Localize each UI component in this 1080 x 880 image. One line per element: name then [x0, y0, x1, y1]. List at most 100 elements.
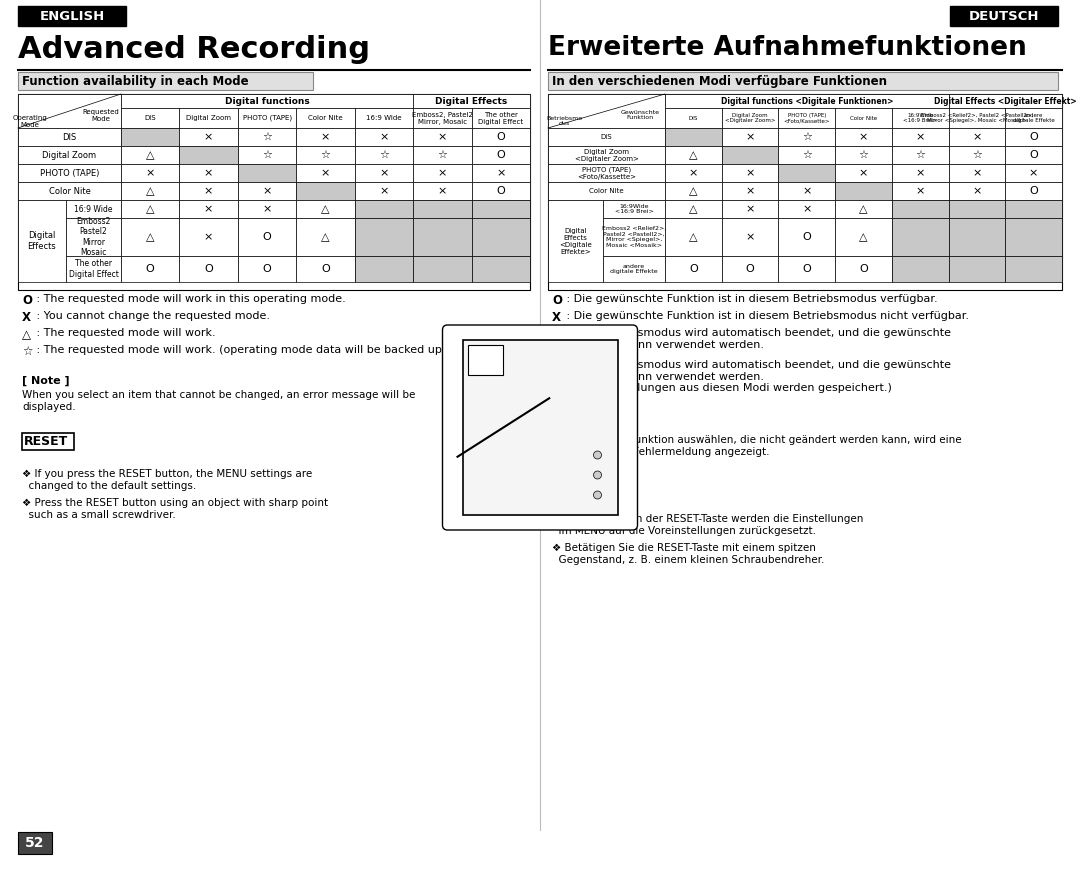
- Bar: [835, 200, 892, 218]
- Bar: [18, 832, 52, 854]
- Text: [ Hinweis ]: [ Hinweis ]: [552, 421, 619, 431]
- Text: ×: ×: [745, 168, 755, 178]
- Text: ×: ×: [972, 132, 982, 142]
- Text: DIS: DIS: [600, 134, 612, 140]
- Bar: [548, 182, 665, 200]
- Text: ❖ If you press the RESET button, the MENU settings are
  changed to the default : ❖ If you press the RESET button, the MEN…: [22, 469, 312, 491]
- Bar: [18, 94, 121, 128]
- Text: PHOTO (TAPE)
<Foto/Kassette>: PHOTO (TAPE) <Foto/Kassette>: [577, 166, 636, 180]
- Bar: [238, 256, 296, 282]
- Bar: [721, 256, 779, 282]
- Bar: [66, 218, 121, 256]
- Bar: [472, 128, 530, 146]
- Bar: [548, 128, 665, 146]
- Text: ×: ×: [379, 168, 389, 178]
- Bar: [179, 256, 238, 282]
- Text: ☆: ☆: [437, 150, 447, 160]
- Text: ×: ×: [745, 186, 755, 196]
- Text: O: O: [689, 264, 698, 274]
- Bar: [1005, 200, 1062, 218]
- Bar: [414, 218, 472, 256]
- Text: ×: ×: [204, 232, 214, 242]
- Bar: [779, 146, 835, 164]
- Text: Color Nite: Color Nite: [308, 115, 342, 121]
- Text: O: O: [497, 186, 505, 196]
- Text: ☆: ☆: [379, 150, 389, 160]
- Text: : The requested mode will work in this operating mode.: : The requested mode will work in this o…: [33, 294, 346, 304]
- Text: O: O: [22, 294, 32, 307]
- Text: When you select an item that cannot be changed, an error message will be
display: When you select an item that cannot be c…: [22, 390, 416, 412]
- Bar: [121, 164, 179, 182]
- Bar: [779, 256, 835, 282]
- Text: △: △: [22, 328, 31, 341]
- Bar: [548, 94, 1062, 290]
- Text: andere
digitale Effekte: andere digitale Effekte: [610, 264, 658, 275]
- Text: ☆: ☆: [262, 150, 272, 160]
- Text: ❖ Betätigen Sie die RESET-Taste mit einem spitzen
  Gegenstand, z. B. einem klei: ❖ Betätigen Sie die RESET-Taste mit eine…: [552, 543, 824, 565]
- Text: Digital Zoom: Digital Zoom: [42, 150, 96, 159]
- Bar: [179, 128, 238, 146]
- Bar: [948, 218, 1005, 256]
- Bar: [414, 256, 472, 282]
- Bar: [18, 164, 121, 182]
- Bar: [179, 218, 238, 256]
- Text: ×: ×: [437, 186, 447, 196]
- Text: ×: ×: [859, 168, 868, 178]
- Bar: [296, 200, 354, 218]
- Text: PHOTO (TAPE): PHOTO (TAPE): [243, 114, 292, 121]
- Text: RESET: RESET: [24, 435, 68, 448]
- Bar: [721, 218, 779, 256]
- Text: ×: ×: [745, 204, 755, 214]
- Text: ×: ×: [204, 168, 214, 178]
- Text: ×: ×: [496, 168, 505, 178]
- Text: Requested
Mode: Requested Mode: [83, 108, 120, 121]
- Bar: [354, 182, 414, 200]
- Bar: [18, 72, 313, 90]
- Bar: [665, 94, 948, 108]
- Text: ENGLISH: ENGLISH: [39, 10, 105, 23]
- Bar: [472, 200, 530, 218]
- Text: O: O: [745, 264, 755, 274]
- Bar: [462, 340, 618, 515]
- Bar: [354, 164, 414, 182]
- Bar: [121, 128, 179, 146]
- Text: 16:9 Wide: 16:9 Wide: [366, 115, 402, 121]
- Bar: [892, 108, 948, 128]
- Text: O: O: [321, 264, 329, 274]
- Bar: [1005, 146, 1062, 164]
- Text: ☆: ☆: [801, 132, 812, 142]
- Bar: [179, 182, 238, 200]
- Text: 52: 52: [25, 836, 44, 850]
- Circle shape: [594, 491, 602, 499]
- Text: △: △: [321, 204, 329, 214]
- Bar: [238, 218, 296, 256]
- Text: Advanced Recording: Advanced Recording: [18, 35, 370, 64]
- Text: ☆: ☆: [801, 150, 812, 160]
- Bar: [1005, 218, 1062, 256]
- Bar: [892, 256, 948, 282]
- Text: ☆: ☆: [22, 345, 32, 358]
- Text: O: O: [146, 264, 154, 274]
- Bar: [238, 164, 296, 182]
- Bar: [66, 200, 121, 218]
- Bar: [296, 164, 354, 182]
- Text: O: O: [1029, 150, 1038, 160]
- Bar: [721, 182, 779, 200]
- Bar: [548, 94, 665, 128]
- Bar: [18, 128, 121, 146]
- Bar: [892, 182, 948, 200]
- Text: Emboss2 <Relief2>, Pastel2 <Pastell2>,
Mirror <Spiegel>, Mosaic <Mosaik>: Emboss2 <Relief2>, Pastel2 <Pastell2>, M…: [921, 113, 1034, 123]
- Text: △: △: [689, 204, 698, 214]
- Text: 16:9Wide
<16:9 Brei>: 16:9Wide <16:9 Brei>: [903, 113, 937, 123]
- Text: ×: ×: [689, 168, 698, 178]
- Bar: [892, 164, 948, 182]
- Bar: [835, 256, 892, 282]
- Text: O: O: [1029, 132, 1038, 142]
- Text: : Der Betriebsmodus wird automatisch beendet, und die gewünschte
   Funktion kan: : Der Betriebsmodus wird automatisch bee…: [563, 328, 951, 349]
- Text: △: △: [146, 204, 154, 214]
- Bar: [296, 256, 354, 282]
- Bar: [779, 182, 835, 200]
- Text: ×: ×: [745, 232, 755, 242]
- Text: ×: ×: [379, 132, 389, 142]
- Text: andere
digitale Effekte: andere digitale Effekte: [1013, 113, 1054, 123]
